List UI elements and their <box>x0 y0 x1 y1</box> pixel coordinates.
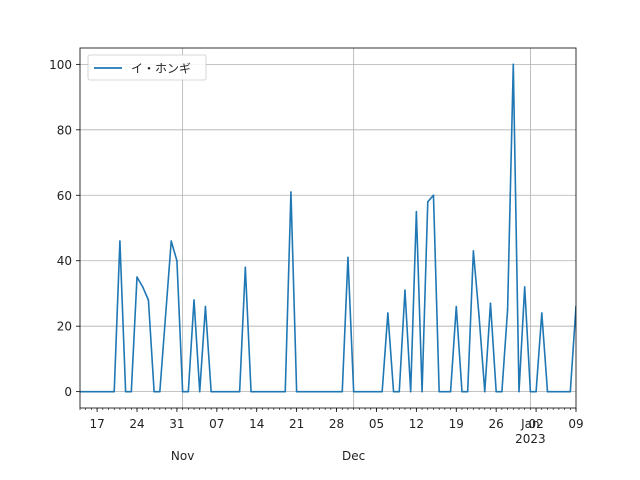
y-tick-label: 60 <box>57 189 72 203</box>
x-tick-label: 28 <box>329 417 344 431</box>
data-point <box>472 250 475 252</box>
data-point <box>506 309 509 311</box>
y-tick-label: 0 <box>64 385 72 399</box>
data-point <box>438 390 440 393</box>
x-month-label: Nov <box>171 449 194 463</box>
y-tick-label: 40 <box>57 254 72 268</box>
data-point <box>284 390 287 393</box>
data-point <box>478 315 480 318</box>
data-point <box>518 390 520 393</box>
data-point <box>290 191 292 193</box>
x-month-label: Jan <box>520 417 540 431</box>
data-point <box>193 299 195 301</box>
data-point <box>546 390 549 393</box>
data-point <box>483 390 486 393</box>
legend-label: イ・ホンギ <box>131 62 191 76</box>
data-point <box>398 390 401 393</box>
legend: イ・ホンギ <box>87 54 207 81</box>
data-point <box>176 259 178 262</box>
x-tick-label: 31 <box>169 417 184 431</box>
data-point <box>489 302 492 305</box>
data-point <box>432 194 435 197</box>
data-point <box>387 312 389 314</box>
data-point <box>426 201 429 203</box>
data-point <box>455 305 458 308</box>
data-point <box>113 390 116 393</box>
data-point <box>181 390 184 393</box>
data-point <box>466 390 469 393</box>
data-point <box>147 299 150 301</box>
x-tick-label: 09 <box>568 417 583 431</box>
data-point <box>347 256 349 259</box>
x-month-label: Dec <box>342 449 365 463</box>
data-point <box>244 266 247 269</box>
x-tick-label: 07 <box>209 417 224 431</box>
data-point <box>409 390 412 393</box>
x-tick-label: 21 <box>289 417 304 431</box>
plot-frame <box>79 47 577 409</box>
data-point <box>495 390 497 393</box>
y-tick-label: 80 <box>57 123 72 137</box>
data-point <box>512 63 515 66</box>
data-point <box>170 240 173 242</box>
data-point <box>198 390 201 393</box>
data-point <box>569 390 572 393</box>
series-layer <box>80 63 583 393</box>
y-tick-label: 100 <box>49 58 72 72</box>
data-point <box>381 390 383 393</box>
data-point <box>421 390 423 393</box>
data-point <box>581 391 583 393</box>
data-point <box>130 390 133 393</box>
x-tick-label: 17 <box>89 417 104 431</box>
data-point <box>523 286 526 288</box>
gridlines <box>80 48 576 408</box>
series-line <box>80 63 576 393</box>
data-point <box>404 289 406 291</box>
data-point <box>119 240 121 242</box>
data-point <box>187 390 190 393</box>
data-point <box>392 390 395 393</box>
data-point <box>341 390 344 393</box>
x-tick-label: 26 <box>489 417 504 431</box>
x-tick-label: 24 <box>129 417 144 431</box>
data-point <box>352 390 355 393</box>
data-point <box>449 390 452 393</box>
data-point <box>529 390 532 393</box>
x-tick-label: 14 <box>249 417 264 431</box>
data-point <box>540 312 543 314</box>
data-point <box>535 390 537 393</box>
data-point <box>461 390 463 393</box>
data-point <box>415 210 418 213</box>
data-point <box>250 390 252 393</box>
x-tick-label: 19 <box>449 417 464 431</box>
x-tick-label: 05 <box>369 417 384 431</box>
data-point <box>238 390 241 393</box>
data-point <box>204 305 207 308</box>
x-tick-label: 02 <box>528 417 543 431</box>
data-point <box>141 286 144 288</box>
legend-box <box>87 54 207 81</box>
y-tick-label: 20 <box>57 320 72 334</box>
data-point <box>159 390 161 393</box>
data-point <box>124 390 127 393</box>
data-point <box>295 390 298 393</box>
x-tick-label: 12 <box>409 417 424 431</box>
axes: 0 20 40 60 80 100 17 24 31 07 14 21 28 05 12 19 26 02 09 No… <box>49 47 584 463</box>
data-point <box>210 390 212 393</box>
data-point <box>501 390 503 393</box>
data-point <box>153 390 155 393</box>
x-month-label: 2023 <box>515 432 546 446</box>
data-point <box>136 276 138 278</box>
